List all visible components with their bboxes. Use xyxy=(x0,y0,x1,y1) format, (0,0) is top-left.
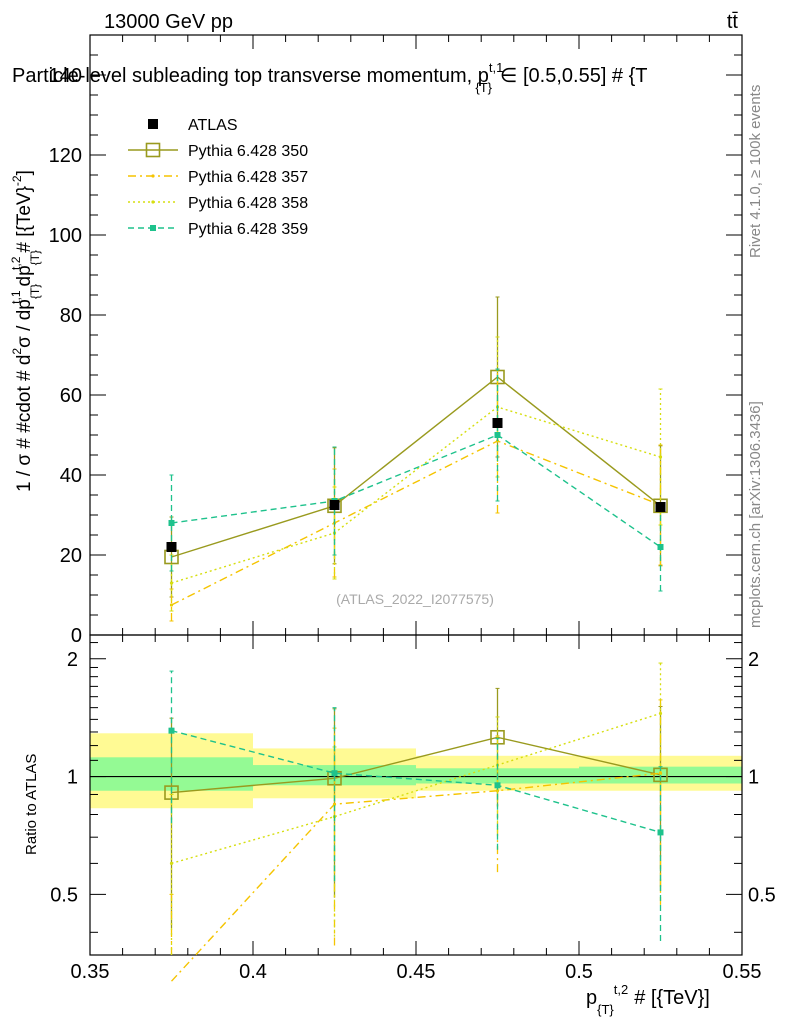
data-point xyxy=(655,502,666,512)
y-axis-label: 1 / σ # #cdot # d2σ / dp{T}t,1dp{T}t,2# … xyxy=(9,170,42,492)
series-point xyxy=(494,432,501,438)
ylabel-g: {T} xyxy=(28,250,42,265)
legend-marker xyxy=(151,174,155,178)
x-tick-label: 0.35 xyxy=(71,961,110,983)
main-series xyxy=(164,296,668,622)
legend-marker xyxy=(145,142,161,158)
process-label: tt̄ xyxy=(727,11,739,33)
ratio-tick-label: 0.5 xyxy=(50,884,78,906)
ratio-tick-label: 2 xyxy=(67,649,78,671)
series-point xyxy=(168,520,175,526)
ratio-point xyxy=(169,861,174,865)
ratio-y-axis-label: Ratio to ATLAS xyxy=(23,754,40,855)
ylabel-e: t,1 xyxy=(9,290,23,304)
y-tick-label: 60 xyxy=(60,385,82,407)
y-tick-label: 0 xyxy=(71,625,82,647)
ratio-series-line xyxy=(171,712,661,865)
series-line xyxy=(171,434,661,548)
ylabel-k: ] xyxy=(14,170,35,175)
title-text: Particle-level subleading top transverse… xyxy=(12,65,489,87)
ratio-series xyxy=(164,662,668,982)
ylabel-i: # [{TeV} xyxy=(14,186,35,253)
ylabel-j: -2 xyxy=(10,175,24,186)
ratio-tick-label-right: 2 xyxy=(748,649,759,671)
legend-label: Pythia 6.428 350 xyxy=(188,143,308,160)
y-tick-label: 140 xyxy=(49,65,82,87)
rivet-label: Rivet 4.1.0, ≥ 100k events xyxy=(747,85,764,258)
x-tick-label: 0.4 xyxy=(239,961,267,983)
legend-marker xyxy=(151,200,155,204)
legend-marker-data xyxy=(148,119,158,129)
legend-label-data: ATLAS xyxy=(188,117,238,134)
series-line xyxy=(171,376,661,558)
mcplots-label: mcplots.cern.ch [arXiv:1306.3436] xyxy=(747,401,764,628)
xlabel-sup: t,2 xyxy=(614,982,628,997)
ratio-tick-label-right: 0.5 xyxy=(748,884,776,906)
ylabel-c: σ / dp xyxy=(14,299,35,348)
ratio-series-line xyxy=(170,772,661,982)
ratio-series-line xyxy=(171,729,661,834)
title-rest: ∈ [0.5,0.55] # {T xyxy=(500,65,648,87)
ylabel-d: {T} xyxy=(28,284,42,299)
title-sub: {T} xyxy=(475,80,492,95)
ratio-tick-label-right: 1 xyxy=(748,767,759,789)
x-tick-label: 0.5 xyxy=(565,961,593,983)
axes: 0.35 0.4 0.45 0.5 0.55 0 20 40 60 80 100 120 140 0.5 0… xyxy=(49,34,776,983)
ratio-point xyxy=(658,711,663,716)
ratio-point xyxy=(658,771,663,775)
legend-label: Pythia 6.428 357 xyxy=(188,169,308,186)
series-point xyxy=(657,544,664,550)
legend: ATLAS Pythia 6.428 350 Pythia 6.428 357 Pyt… xyxy=(128,117,308,238)
data-point xyxy=(492,418,503,428)
ylabel-h: t,2 xyxy=(9,256,23,270)
series-line xyxy=(171,406,661,584)
chart-title: Particle-level subleading top transverse… xyxy=(12,60,648,95)
xlabel-sub: {T} xyxy=(597,1002,614,1017)
x-axis-label: p{T}t,2 # [{TeV}] xyxy=(586,982,710,1017)
ratio-point xyxy=(494,782,501,789)
y-tick-label: 20 xyxy=(60,545,82,567)
legend-label: Pythia 6.428 359 xyxy=(188,221,308,238)
data-point xyxy=(166,542,177,552)
ratio-point xyxy=(331,770,338,777)
series-point xyxy=(169,581,174,585)
energy-label: 13000 GeV pp xyxy=(104,11,233,33)
ratio-point xyxy=(657,829,664,836)
xlabel-p: p xyxy=(586,987,597,1009)
title-sup: t,1 xyxy=(489,60,503,75)
ratio-point xyxy=(168,727,175,734)
x-tick-label: 0.55 xyxy=(723,961,762,983)
ratio-series-line xyxy=(171,736,661,794)
xlabel-rest: # [{TeV}] xyxy=(634,987,710,1009)
y-tick-label: 80 xyxy=(60,305,82,327)
ratio-tick-label: 1 xyxy=(67,767,78,789)
series-point xyxy=(658,455,663,459)
y-tick-label: 100 xyxy=(49,225,82,247)
legend-marker xyxy=(150,225,156,231)
legend-label: Pythia 6.428 358 xyxy=(188,195,308,212)
y-tick-label: 40 xyxy=(60,465,82,487)
x-tick-label: 0.45 xyxy=(397,961,436,983)
ylabel-b: 2 xyxy=(10,348,24,355)
ylabel-a: 1 / σ # #cdot # d xyxy=(14,355,35,492)
y-tick-label: 120 xyxy=(49,145,82,167)
data-point xyxy=(329,500,340,510)
ylabel-f: dp xyxy=(14,265,35,286)
series-line xyxy=(171,440,661,606)
ratio-point xyxy=(332,802,337,806)
analysis-label: (ATLAS_2022_I2077575) xyxy=(336,591,494,607)
